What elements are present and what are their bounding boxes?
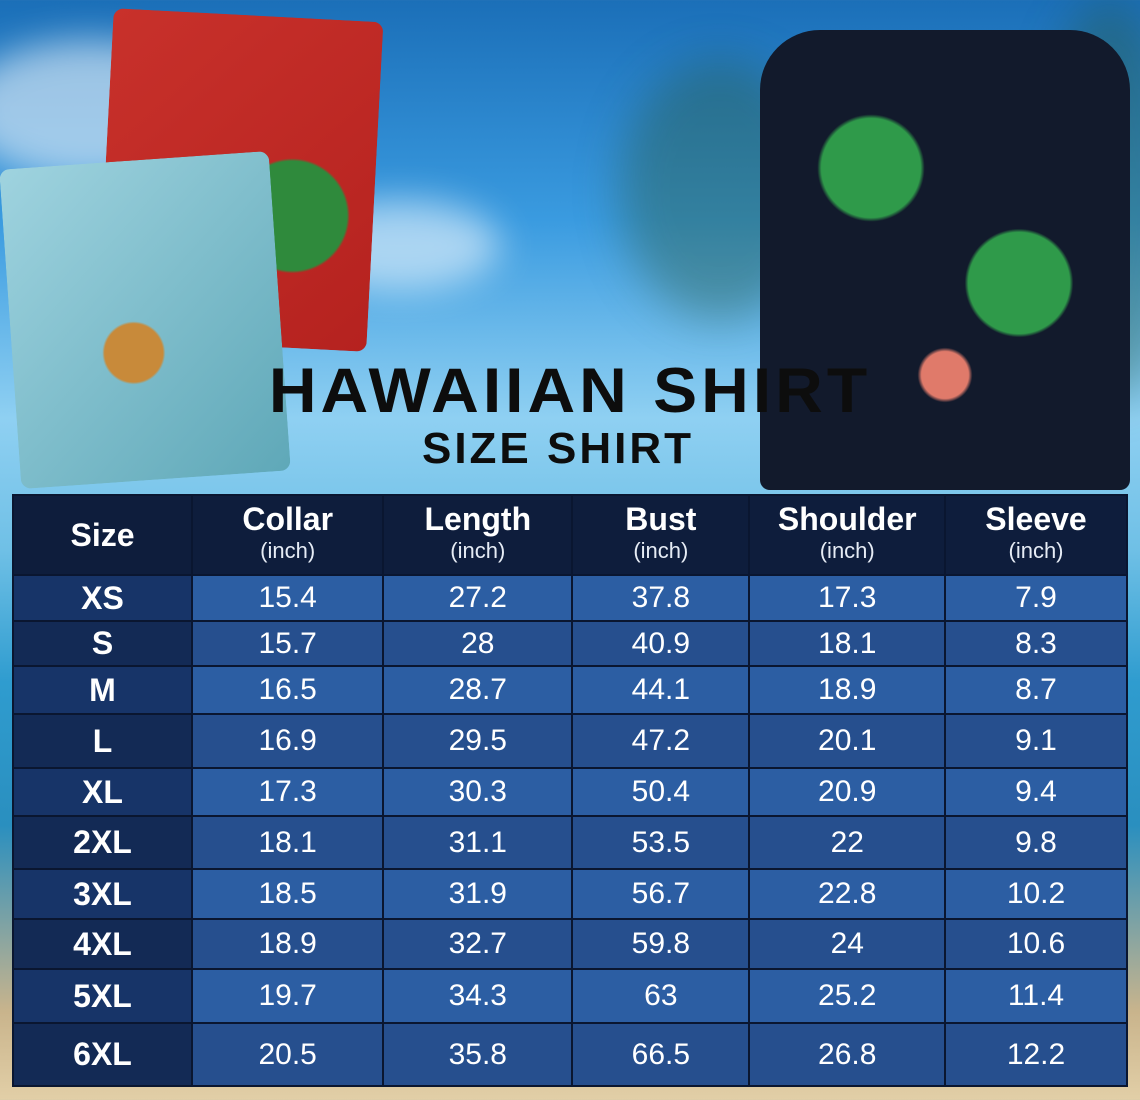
table-row: 3XL 18.5 31.9 56.7 22.8 10.2 [14,870,1126,918]
size-cell: 2XL [14,817,191,868]
measurement-cell: 12.2 [946,1024,1126,1085]
measurement-cell: 16.5 [192,667,383,713]
measurement-cell: 32.7 [384,920,572,968]
measurement-cell: 11.4 [946,970,1126,1022]
measurement-cell: 10.6 [946,920,1126,968]
size-cell: L [14,715,191,767]
measurement-cell: 59.8 [573,920,749,968]
column-header-bust: Bust (inch) [573,496,749,574]
size-cell: XL [14,769,191,815]
size-cell: 3XL [14,870,191,918]
measurement-cell: 20.9 [750,769,945,815]
column-header-label: Bust [625,501,697,537]
measurement-cell: 56.7 [573,870,749,918]
measurement-cell: 9.8 [946,817,1126,868]
measurement-cell: 19.7 [192,970,383,1022]
measurement-cell: 9.4 [946,769,1126,815]
measurement-cell: 22.8 [750,870,945,918]
measurement-cell: 47.2 [573,715,749,767]
size-cell: XS [14,576,191,620]
measurement-cell: 66.5 [573,1024,749,1085]
measurement-cell: 24 [750,920,945,968]
measurement-cell: 50.4 [573,769,749,815]
size-cell: 4XL [14,920,191,968]
measurement-cell: 18.9 [192,920,383,968]
column-header-label: Size [70,517,135,553]
column-header-unit: (inch) [1008,538,1064,563]
measurement-cell: 8.7 [946,667,1126,713]
column-header-length: Length (inch) [384,496,572,574]
measurement-cell: 35.8 [384,1024,572,1085]
measurement-cell: 9.1 [946,715,1126,767]
measurement-cell: 31.9 [384,870,572,918]
measurement-cell: 15.4 [192,576,383,620]
measurement-cell: 25.2 [750,970,945,1022]
table-row: S 15.7 28 40.9 18.1 8.3 [14,622,1126,665]
size-cell: 6XL [14,1024,191,1085]
table-row: 2XL 18.1 31.1 53.5 22 9.8 [14,817,1126,868]
measurement-cell: 15.7 [192,622,383,665]
measurement-cell: 22 [750,817,945,868]
table-row: L 16.9 29.5 47.2 20.1 9.1 [14,715,1126,767]
table-row: 5XL 19.7 34.3 63 25.2 11.4 [14,970,1126,1022]
table-row: 4XL 18.9 32.7 59.8 24 10.6 [14,920,1126,968]
measurement-cell: 44.1 [573,667,749,713]
measurement-cell: 30.3 [384,769,572,815]
measurement-cell: 20.5 [192,1024,383,1085]
page-title: HAWAIIAN SHIRT [268,354,872,426]
size-cell: 5XL [14,970,191,1022]
size-cell: S [14,622,191,665]
measurement-cell: 34.3 [384,970,572,1022]
measurement-cell: 63 [573,970,749,1022]
model-flamingo-shirt-image [760,30,1130,490]
size-cell: M [14,667,191,713]
measurement-cell: 27.2 [384,576,572,620]
table-row: M 16.5 28.7 44.1 18.9 8.7 [14,667,1126,713]
column-header-label: Shoulder [777,501,917,537]
column-header-unit: (inch) [633,538,689,563]
table-row: XS 15.4 27.2 37.8 17.3 7.9 [14,576,1126,620]
measurement-cell: 18.5 [192,870,383,918]
measurement-cell: 31.1 [384,817,572,868]
table-row: 6XL 20.5 35.8 66.5 26.8 12.2 [14,1024,1126,1085]
measurement-cell: 40.9 [573,622,749,665]
measurement-cell: 20.1 [750,715,945,767]
measurement-cell: 8.3 [946,622,1126,665]
measurement-cell: 53.5 [573,817,749,868]
measurement-cell: 18.1 [750,622,945,665]
column-header-collar: Collar (inch) [192,496,383,574]
column-header-unit: (inch) [450,538,506,563]
page-subtitle: SIZE SHIRT [421,424,695,473]
column-header-size: Size [14,496,191,574]
measurement-cell: 17.3 [750,576,945,620]
measurement-cell: 17.3 [192,769,383,815]
column-header-label: Collar [242,501,334,537]
measurement-cell: 26.8 [750,1024,945,1085]
column-header-label: Sleeve [985,501,1087,537]
table-header-row: Size Collar (inch) Length (inch) Bust (inch) Sh… [14,496,1126,574]
column-header-unit: (inch) [260,538,316,563]
measurement-cell: 29.5 [384,715,572,767]
column-header-shoulder: Shoulder (inch) [750,496,945,574]
column-header-sleeve: Sleeve (inch) [946,496,1126,574]
measurement-cell: 18.9 [750,667,945,713]
measurement-cell: 7.9 [946,576,1126,620]
measurement-cell: 28.7 [384,667,572,713]
column-header-label: Length [424,501,532,537]
table-row: XL 17.3 30.3 50.4 20.9 9.4 [14,769,1126,815]
measurement-cell: 28 [384,622,572,665]
measurement-cell: 16.9 [192,715,383,767]
measurement-cell: 18.1 [192,817,383,868]
size-chart-table: Size Collar (inch) Length (inch) Bust (inch) Sh… [12,494,1128,1087]
measurement-cell: 10.2 [946,870,1126,918]
column-header-unit: (inch) [819,538,875,563]
measurement-cell: 37.8 [573,576,749,620]
